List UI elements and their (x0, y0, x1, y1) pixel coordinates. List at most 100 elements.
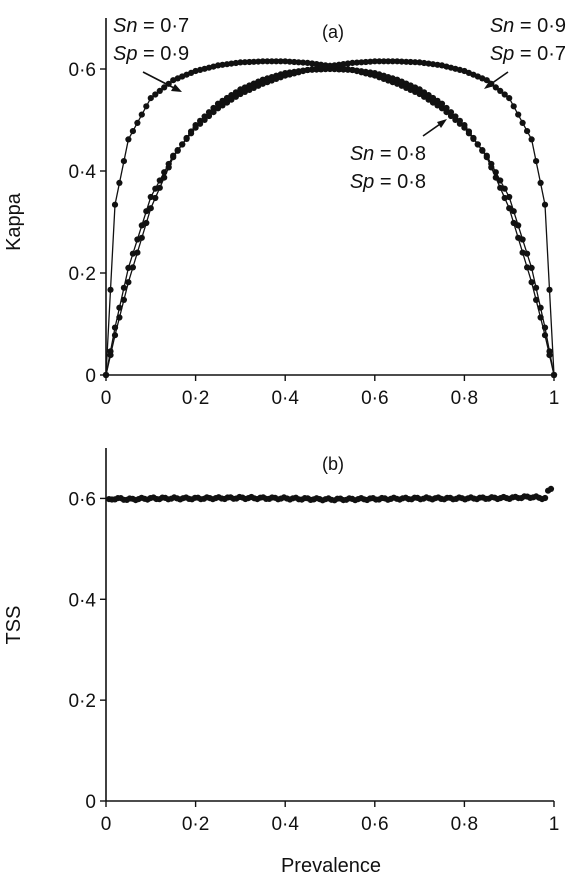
data-point (179, 141, 186, 148)
series-line-sn09_sp07 (105, 60, 555, 376)
data-point (403, 58, 410, 65)
data-point (259, 58, 266, 65)
data-point (344, 66, 351, 73)
data-point (528, 264, 535, 271)
data-point (546, 286, 553, 293)
data-point (147, 205, 154, 212)
data-point (125, 264, 132, 271)
data-point (129, 128, 136, 135)
x-axis-label-prevalence: Prevalence (281, 855, 381, 877)
annotation-sn08-sp08: Sn = 0·8 Sp = 0·8 (350, 143, 426, 193)
data-point (524, 264, 531, 271)
data-point (129, 264, 136, 271)
data-point (205, 112, 213, 120)
x-tick-label: 0 (101, 814, 112, 835)
data-point (134, 119, 141, 126)
data-point (192, 124, 199, 131)
data-point (107, 286, 114, 293)
annotation-arrows (142, 71, 509, 137)
data-point (542, 494, 549, 502)
annotation-sn09-sp07: Sn = 0·9 Sp = 0·7 (490, 15, 566, 65)
data-point (519, 119, 526, 126)
data-point (161, 84, 168, 91)
data-point (510, 219, 517, 227)
data-point (497, 184, 504, 191)
data-point (389, 58, 396, 65)
data-point (497, 87, 504, 94)
data-point (506, 95, 513, 102)
x-tick-label: 0·6 (361, 388, 388, 409)
data-point (380, 58, 387, 65)
x-tick-label: 0 (101, 388, 112, 409)
annotation-sn07-sp09: Sn = 0·7 Sp = 0·9 (113, 15, 189, 65)
data-point (550, 371, 558, 379)
data-point (277, 58, 284, 65)
panel-label-a: (a) (322, 22, 344, 42)
data-point (120, 296, 127, 303)
x-tick-label: 0·8 (451, 814, 478, 835)
data-point (367, 58, 374, 65)
series-line-sn07_sp09 (105, 60, 555, 376)
data-point (120, 284, 127, 291)
y-tick-label: 0·2 (69, 691, 96, 712)
data-point (497, 177, 504, 184)
data-point (434, 97, 441, 104)
data-point (429, 94, 437, 102)
data-point (461, 122, 468, 129)
data-point (425, 92, 432, 99)
data-point (147, 95, 154, 102)
y-tick-label: 0·6 (69, 60, 96, 81)
data-point (138, 111, 145, 118)
data-point (474, 141, 481, 148)
data-point (273, 58, 280, 65)
data-point (223, 99, 231, 106)
data-point (528, 279, 535, 286)
data-point (138, 222, 145, 229)
data-point (188, 130, 195, 137)
data-point (282, 58, 289, 65)
data-point (443, 104, 450, 112)
data-point (465, 128, 472, 135)
arrowhead-sn07-sp09 (171, 84, 182, 92)
data-point (335, 66, 343, 73)
plot-area-b: 0 0·2 0·4 0·6 0·8 1 0 0·2 0·4 0·6 (69, 448, 559, 835)
data-point (515, 111, 522, 118)
data-point (407, 58, 414, 66)
x-tick-label: 0·2 (182, 388, 209, 409)
data-point (416, 86, 423, 93)
data-point (143, 208, 150, 215)
data-point (125, 279, 132, 286)
data-point (483, 154, 490, 161)
y-axis-label-tss: TSS (3, 606, 25, 645)
data-point (255, 58, 262, 65)
data-point (210, 109, 217, 116)
data-point (533, 296, 540, 303)
data-point (143, 103, 150, 110)
x-tick-label: 0·4 (271, 814, 299, 835)
data-point (541, 201, 549, 208)
data-point (165, 160, 172, 168)
data-point (362, 58, 369, 66)
data-point (183, 135, 190, 142)
data-point (533, 284, 540, 291)
data-point (470, 134, 477, 142)
annotation-line-2: Sp = 0·9 (113, 43, 189, 65)
y-tick-label: 0·4 (69, 590, 97, 611)
data-point (412, 59, 419, 66)
data-point (492, 84, 499, 91)
data-point (515, 234, 522, 241)
data-point (510, 208, 517, 215)
data-point (353, 59, 360, 66)
y-tick-label: 0·4 (69, 162, 97, 183)
data-point (501, 91, 508, 98)
data-point (537, 314, 544, 321)
data-point (479, 147, 486, 154)
data-point (371, 58, 378, 65)
data-point (111, 201, 119, 208)
data-point (385, 58, 392, 65)
data-point (250, 58, 257, 65)
data-point (438, 100, 446, 107)
data-point (228, 96, 235, 103)
data-point (170, 152, 177, 159)
